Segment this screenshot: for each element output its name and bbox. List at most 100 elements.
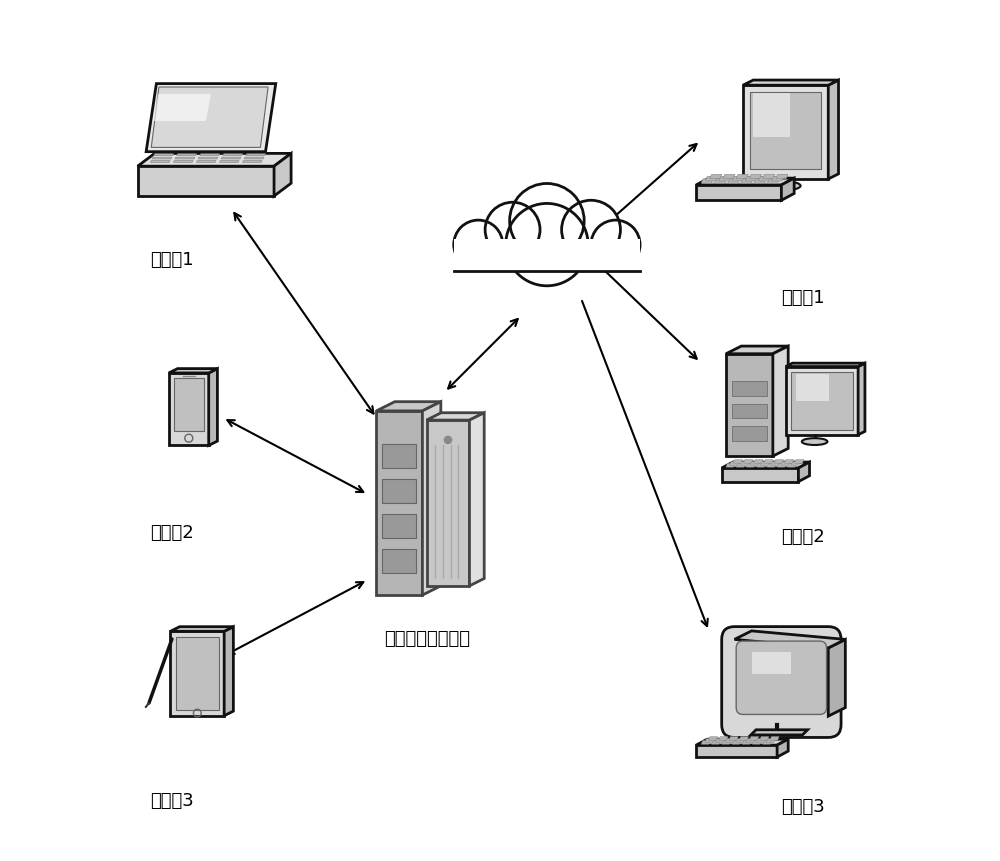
Polygon shape	[177, 154, 196, 156]
FancyBboxPatch shape	[732, 404, 767, 418]
Polygon shape	[776, 174, 788, 179]
Polygon shape	[754, 460, 763, 463]
Polygon shape	[196, 161, 216, 163]
Polygon shape	[221, 158, 241, 159]
Polygon shape	[722, 468, 798, 481]
Polygon shape	[787, 463, 796, 468]
Text: 用户端1: 用户端1	[781, 289, 825, 307]
Polygon shape	[138, 166, 274, 196]
Polygon shape	[760, 736, 769, 740]
Polygon shape	[781, 178, 794, 201]
FancyBboxPatch shape	[382, 444, 416, 468]
Polygon shape	[740, 461, 749, 465]
Polygon shape	[427, 412, 484, 420]
Polygon shape	[710, 174, 722, 179]
Polygon shape	[763, 174, 775, 179]
Polygon shape	[753, 93, 790, 137]
Polygon shape	[146, 84, 276, 152]
FancyBboxPatch shape	[736, 641, 827, 715]
Polygon shape	[791, 372, 853, 430]
Polygon shape	[858, 363, 865, 435]
Text: 用户端2: 用户端2	[781, 528, 825, 546]
Polygon shape	[741, 179, 753, 183]
Polygon shape	[736, 463, 745, 468]
Polygon shape	[701, 740, 710, 744]
Polygon shape	[770, 736, 779, 740]
Polygon shape	[170, 631, 224, 715]
Polygon shape	[153, 94, 211, 121]
Polygon shape	[715, 739, 724, 742]
FancyBboxPatch shape	[732, 426, 767, 441]
Polygon shape	[722, 740, 731, 744]
Text: 操作端2: 操作端2	[150, 523, 194, 542]
FancyBboxPatch shape	[382, 514, 416, 538]
Polygon shape	[376, 402, 441, 411]
Polygon shape	[766, 739, 775, 742]
Polygon shape	[752, 740, 761, 744]
Polygon shape	[751, 730, 808, 735]
Ellipse shape	[771, 182, 801, 190]
Circle shape	[485, 202, 540, 257]
Polygon shape	[773, 346, 788, 456]
Polygon shape	[750, 461, 759, 465]
Polygon shape	[726, 354, 773, 456]
Polygon shape	[767, 463, 776, 468]
Polygon shape	[174, 378, 204, 430]
Text: 电商营销推广系统: 电商营销推广系统	[385, 630, 471, 648]
Ellipse shape	[802, 438, 827, 445]
Polygon shape	[795, 460, 804, 463]
Polygon shape	[711, 740, 721, 744]
Polygon shape	[422, 402, 441, 595]
Polygon shape	[151, 87, 268, 147]
Polygon shape	[244, 158, 264, 159]
Polygon shape	[427, 420, 469, 585]
FancyBboxPatch shape	[722, 627, 841, 738]
Polygon shape	[175, 158, 195, 159]
Polygon shape	[730, 461, 739, 465]
Polygon shape	[242, 161, 262, 163]
Polygon shape	[777, 739, 788, 757]
Polygon shape	[750, 92, 821, 169]
Polygon shape	[736, 174, 748, 179]
Polygon shape	[749, 174, 761, 179]
Polygon shape	[169, 373, 209, 445]
Polygon shape	[745, 177, 757, 181]
Polygon shape	[781, 461, 790, 465]
Polygon shape	[219, 161, 239, 163]
Polygon shape	[725, 739, 734, 742]
Polygon shape	[774, 460, 783, 463]
FancyBboxPatch shape	[382, 479, 416, 503]
Polygon shape	[733, 460, 742, 463]
Polygon shape	[176, 636, 219, 710]
Polygon shape	[744, 460, 753, 463]
Polygon shape	[764, 460, 773, 463]
Polygon shape	[469, 412, 484, 585]
Polygon shape	[728, 179, 740, 183]
Polygon shape	[696, 739, 788, 745]
FancyBboxPatch shape	[382, 549, 416, 573]
Polygon shape	[777, 463, 786, 468]
Circle shape	[444, 437, 452, 443]
Polygon shape	[757, 463, 766, 468]
Polygon shape	[726, 346, 788, 354]
Polygon shape	[771, 461, 780, 465]
Polygon shape	[767, 179, 779, 183]
Text: 用户端3: 用户端3	[781, 798, 825, 816]
Polygon shape	[169, 369, 217, 373]
Polygon shape	[743, 85, 828, 179]
Polygon shape	[705, 739, 714, 742]
Polygon shape	[786, 363, 865, 367]
Polygon shape	[701, 179, 713, 183]
Polygon shape	[732, 177, 744, 181]
Polygon shape	[828, 640, 845, 716]
Polygon shape	[223, 154, 242, 156]
Polygon shape	[209, 369, 217, 445]
Polygon shape	[719, 736, 728, 740]
Polygon shape	[791, 461, 800, 465]
Polygon shape	[696, 185, 781, 201]
Polygon shape	[152, 158, 172, 159]
Polygon shape	[454, 238, 640, 271]
Polygon shape	[734, 631, 845, 648]
Polygon shape	[198, 158, 218, 159]
Text: 操作端3: 操作端3	[150, 792, 194, 810]
